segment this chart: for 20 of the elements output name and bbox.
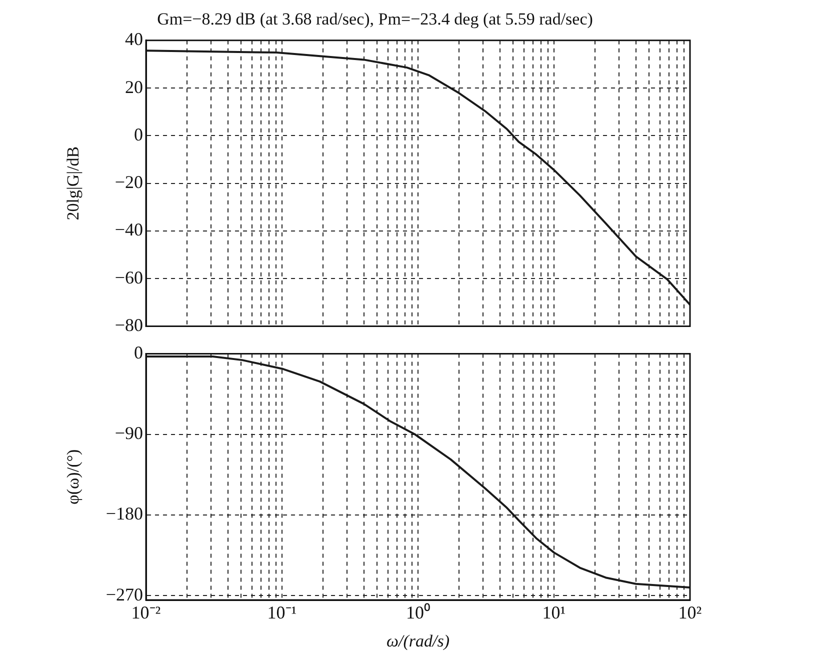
y-tick-label: −270 [106, 584, 143, 604]
x-tick-label: 10⁻¹ [267, 602, 297, 623]
y-axis-title: 20lg|G|/dB [64, 146, 83, 220]
y-tick-label: −60 [114, 267, 143, 288]
x-tick-label: 10¹ [542, 602, 566, 623]
y-tick-label: 0 [134, 124, 143, 144]
y-tick-label: −90 [114, 423, 143, 444]
y-tick-label: −20 [114, 172, 143, 192]
y-tick-label: −180 [106, 504, 143, 524]
chart-title: Gm=−8.29 dB (at 3.68 rad/sec), Pm=−23.4 deg (at 5.59 rad/sec) [157, 10, 593, 29]
x-tick-label: 10² [678, 602, 702, 623]
y-tick-label: −80 [114, 314, 143, 335]
x-tick-label: 10⁰ [406, 602, 430, 623]
y-tick-label: −40 [114, 220, 143, 240]
y-tick-label: 40 [125, 29, 143, 50]
y-tick-label: 20 [125, 76, 143, 97]
x-tick-label: 10⁻² [131, 602, 161, 623]
y-axis-title: φ(ω)/(°) [64, 449, 83, 504]
x-axis-title: ω/(rad/s) [386, 631, 450, 650]
y-tick-label: 0 [134, 342, 143, 363]
